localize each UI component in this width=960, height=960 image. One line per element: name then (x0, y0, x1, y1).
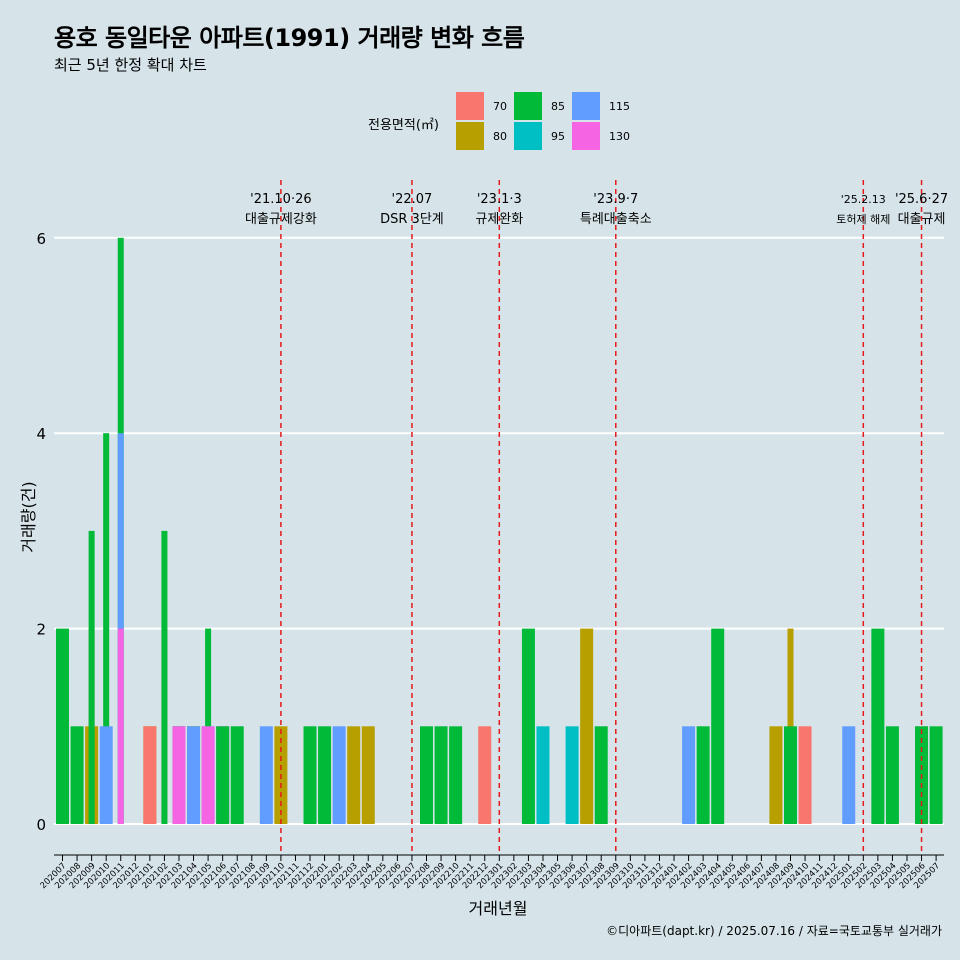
bar-202104-115 (187, 726, 201, 824)
event-label-202301: 규제완화 (475, 212, 523, 227)
bar-202107-85 (230, 726, 244, 824)
legend-label-70: 70 (493, 100, 507, 113)
bar-202304-95 (536, 726, 550, 824)
bar-202112-85 (303, 726, 317, 824)
bar-202404-85 (711, 628, 725, 824)
bar-202507-85 (929, 726, 943, 824)
bar-202403-85 (696, 726, 710, 824)
y-tick-label-2: 2 (36, 621, 46, 639)
bar-202307-80 (580, 628, 594, 824)
event-label-202309: 특례대출축소 (580, 212, 652, 227)
legend-label-130: 130 (609, 130, 630, 143)
chart-title: 용호 동일타운 아파트(1991) 거래량 변화 흐름 (54, 24, 525, 52)
chart-subtitle: 최근 5년 한정 확대 차트 (54, 56, 207, 74)
bar-202010-115 (99, 726, 113, 824)
bar-202202-115 (332, 726, 346, 824)
bar-202106-85 (216, 726, 230, 824)
bar-202007-85 (56, 628, 69, 824)
bar-202308-85 (594, 726, 608, 824)
bar-202102-85 (161, 530, 168, 824)
bar-202410-70 (798, 726, 812, 824)
event-date-202110: '21.10·26 (250, 192, 311, 207)
event-date-202309: '23.9·7 (593, 192, 638, 207)
legend-item-115: 115 (572, 92, 692, 120)
bar-202008-85 (70, 726, 84, 824)
legend-swatch-70 (456, 92, 484, 120)
legend-title: 전용면적(㎡) (368, 118, 439, 133)
legend-item-85: 85 (514, 92, 634, 120)
y-tick-label-6: 6 (36, 230, 46, 248)
x-axis-title: 거래년월 (469, 899, 528, 918)
event-label-202110: 대출규제강화 (245, 212, 317, 227)
bar-202204-80 (361, 726, 375, 824)
legend-swatch-85 (514, 92, 542, 120)
bar-202101-70 (143, 726, 157, 824)
bar-202409-85 (784, 726, 797, 824)
legend-item-130: 130 (572, 122, 692, 150)
bar-202109-115 (259, 726, 273, 824)
legend-label-80: 80 (493, 130, 507, 143)
event-date-202506: '25.6·27 (895, 192, 948, 207)
bar-202103-130 (172, 726, 186, 824)
bar-202503-85 (871, 628, 885, 824)
bar-202011-130 (117, 628, 124, 824)
bar-202501-115 (842, 726, 856, 824)
legend-item-80: 80 (456, 122, 576, 150)
source-caption: ©디아파트(dapt.kr) / 2025.07.16 / 자료=국토교통부 실… (606, 924, 942, 938)
bar-202212-70 (478, 726, 492, 824)
bar-202209-85 (434, 726, 448, 824)
bar-202208-85 (420, 726, 433, 824)
y-axis-title: 거래량(건) (19, 481, 38, 552)
bar-202402-115 (682, 726, 696, 824)
y-tick-label-0: 0 (36, 816, 46, 834)
bar-202010-85 (103, 433, 110, 824)
legend-swatch-95 (514, 122, 542, 150)
legend-swatch-80 (456, 122, 484, 150)
bar-202408-80 (769, 726, 783, 824)
bar-202201-85 (318, 726, 332, 824)
bar-202306-95 (565, 726, 579, 824)
legend-item-95: 95 (514, 122, 634, 150)
legend-label-95: 95 (551, 130, 565, 143)
bar-202105-130 (201, 726, 215, 824)
bar-202303-85 (521, 628, 535, 824)
bar-202210-85 (449, 726, 463, 824)
legend-swatch-115 (572, 92, 600, 120)
event-date-202301: '23.1·3 (477, 192, 522, 207)
legend-item-70: 70 (456, 92, 576, 120)
event-date-202207: '22.07 (392, 192, 433, 207)
event-date-202502: '25.2.13 (841, 193, 886, 206)
legend-swatch-130 (572, 122, 600, 150)
bar-202504-85 (885, 726, 899, 824)
event-label-202506: 대출규제 (898, 212, 946, 227)
legend-label-115: 115 (609, 100, 630, 113)
y-tick-label-4: 4 (36, 425, 46, 443)
bar-202203-80 (347, 726, 361, 824)
event-label-202207: DSR 3단계 (380, 212, 444, 227)
event-label-202502: 토허제 해제 (836, 212, 890, 226)
bar-202009-85 (88, 530, 95, 824)
legend-label-85: 85 (551, 100, 565, 113)
